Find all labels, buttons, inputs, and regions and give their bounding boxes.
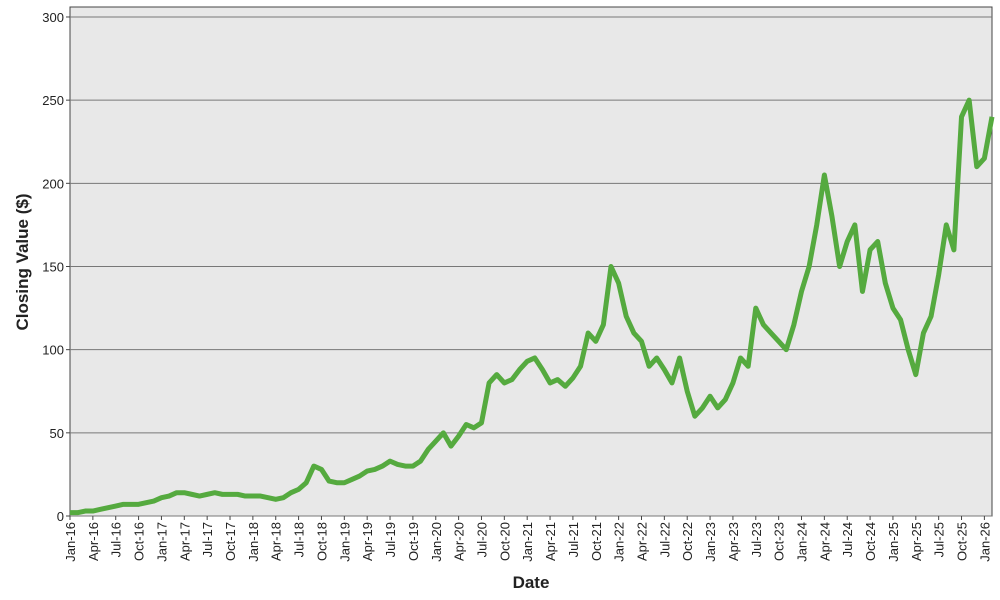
- x-tick-label: Jan-23: [703, 522, 718, 562]
- x-tick-label: Jan-26: [977, 522, 992, 562]
- x-tick-label: Apr-17: [177, 522, 192, 561]
- x-tick-label: Jan-24: [795, 522, 810, 562]
- x-tick-label: Jan-22: [612, 522, 627, 562]
- x-tick-label: Jan-25: [886, 522, 901, 562]
- y-axis-title: Closing Value ($): [13, 194, 32, 331]
- x-tick-label: Oct-21: [589, 522, 604, 561]
- x-axis-title: Date: [513, 573, 550, 592]
- y-tick-label: 250: [42, 93, 64, 108]
- x-tick-label: Jan-20: [429, 522, 444, 562]
- x-tick-label: Jan-16: [63, 522, 78, 562]
- x-tick-label: Jan-21: [520, 522, 535, 562]
- x-tick-label: Apr-24: [817, 522, 832, 561]
- x-tick-label: Apr-22: [634, 522, 649, 561]
- x-tick-label: Apr-21: [543, 522, 558, 561]
- x-tick-label: Oct-22: [680, 522, 695, 561]
- x-tick-label: Oct-16: [132, 522, 147, 561]
- x-tick-label: Jul-19: [383, 522, 398, 557]
- x-tick-label: Apr-25: [909, 522, 924, 561]
- x-tick-label: Jul-21: [566, 522, 581, 557]
- x-tick-label: Jan-18: [246, 522, 261, 562]
- x-tick-label: Oct-18: [314, 522, 329, 561]
- x-tick-label: Oct-17: [223, 522, 238, 561]
- x-tick-label: Jul-25: [932, 522, 947, 557]
- x-tick-label: Jul-17: [200, 522, 215, 557]
- y-tick-label: 150: [42, 259, 64, 274]
- x-tick-label: Oct-23: [772, 522, 787, 561]
- x-tick-label: Jul-23: [749, 522, 764, 557]
- x-tick-label: Apr-19: [360, 522, 375, 561]
- x-tick-label: Oct-24: [863, 522, 878, 561]
- x-tick-label: Jul-16: [109, 522, 124, 557]
- x-tick-label: Oct-25: [955, 522, 970, 561]
- y-tick-label: 300: [42, 10, 64, 25]
- x-tick-label: Jul-20: [474, 522, 489, 557]
- y-tick-label: 200: [42, 176, 64, 191]
- x-tick-label: Apr-16: [86, 522, 101, 561]
- x-tick-label: Jul-22: [657, 522, 672, 557]
- y-tick-label: 100: [42, 343, 64, 358]
- x-tick-label: Apr-20: [452, 522, 467, 561]
- plot-area: [69, 6, 993, 517]
- x-tick-label: Apr-18: [269, 522, 284, 561]
- y-tick-label: 0: [57, 509, 64, 524]
- x-tick-label: Oct-20: [497, 522, 512, 561]
- x-tick-label: Jan-17: [154, 522, 169, 562]
- line-series: [70, 97, 995, 516]
- x-tick-label: Apr-23: [726, 522, 741, 561]
- x-tick-label: Jan-19: [337, 522, 352, 562]
- x-tick-label: Jul-24: [840, 522, 855, 557]
- x-tick-label: Oct-19: [406, 522, 421, 561]
- x-tick-label: Jul-18: [292, 522, 307, 557]
- y-tick-label: 50: [50, 426, 64, 441]
